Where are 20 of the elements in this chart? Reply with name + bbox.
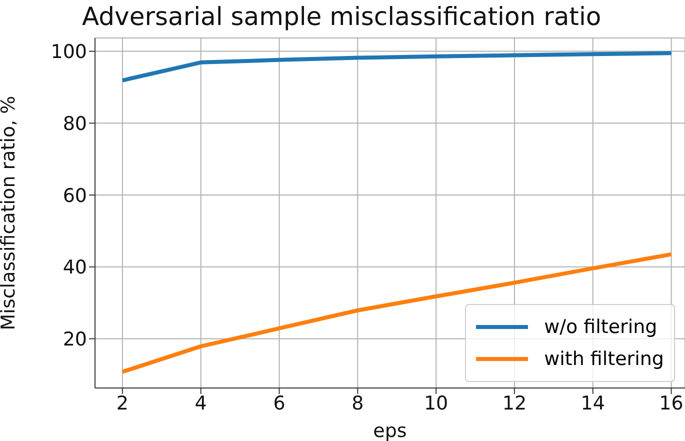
y-tick-label: 80 bbox=[62, 112, 87, 135]
chart-title: Adversarial sample misclassification ratio bbox=[82, 2, 602, 31]
x-tick-label: 4 bbox=[194, 392, 207, 414]
x-tick-label: 6 bbox=[273, 392, 286, 414]
y-tick-label: 60 bbox=[62, 184, 87, 207]
x-tick-label: 8 bbox=[352, 392, 364, 414]
x-tick-label: 14 bbox=[580, 392, 605, 414]
y-tick-label: 20 bbox=[62, 328, 87, 351]
x-axis-title: eps bbox=[373, 420, 407, 441]
legend-label: with filtering bbox=[544, 348, 664, 370]
line-series bbox=[120, 51, 674, 82]
x-tick-label: 2 bbox=[116, 392, 128, 414]
y-axis-title: Misclassification ratio, % bbox=[0, 96, 20, 330]
y-tick-label: 100 bbox=[50, 41, 87, 64]
legend-label: w/o filtering bbox=[544, 316, 658, 338]
x-tick-label: 16 bbox=[659, 392, 684, 414]
x-tick-label: 12 bbox=[502, 392, 527, 414]
line-series bbox=[120, 252, 674, 374]
x-tick-label: 10 bbox=[424, 392, 448, 414]
y-tick-label: 40 bbox=[62, 256, 87, 279]
